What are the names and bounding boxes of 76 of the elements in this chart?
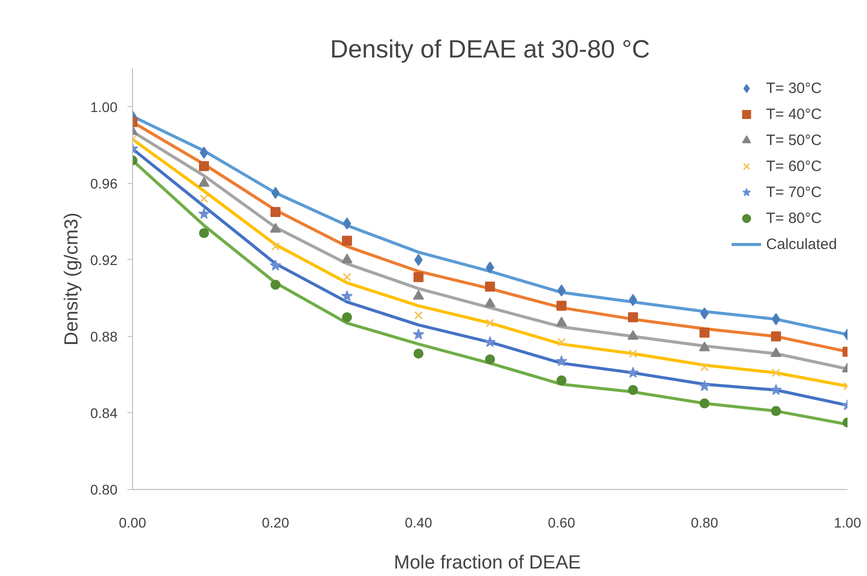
- point: [484, 336, 496, 348]
- x-tick-label: 0.40: [404, 514, 432, 530]
- point: [557, 338, 566, 346]
- point: [771, 406, 781, 416]
- point: [270, 207, 280, 218]
- point: [700, 307, 709, 320]
- point: [200, 194, 208, 203]
- point: [484, 298, 496, 308]
- legend-label: T= 30°C: [766, 80, 822, 96]
- point: [414, 254, 423, 266]
- y-tick-label: 0.96: [90, 175, 118, 192]
- legend-label: T= 40°C: [766, 106, 822, 122]
- point: [700, 362, 709, 372]
- point: [700, 398, 710, 408]
- y-tick-label: 0.80: [90, 482, 118, 498]
- point: [628, 312, 638, 322]
- point: [628, 385, 638, 395]
- point: [342, 272, 352, 282]
- point: [198, 208, 210, 219]
- point: [700, 328, 710, 338]
- point: [772, 313, 780, 326]
- point: [414, 311, 423, 320]
- x-tick-label: 0.20: [262, 514, 290, 530]
- y-axis-title: Density (g/cm3): [61, 212, 82, 346]
- point: [699, 342, 710, 352]
- y-tick-label: 0.88: [90, 328, 118, 344]
- y-tick-label: 0.84: [90, 404, 118, 421]
- point: [772, 368, 780, 378]
- point: [200, 146, 208, 159]
- point: [342, 236, 352, 246]
- point: [342, 218, 352, 230]
- point: [556, 316, 567, 326]
- point: [413, 290, 424, 300]
- point: [485, 354, 495, 364]
- y-tick-label: 1.00: [90, 98, 118, 115]
- x-tick-label: 0.00: [118, 514, 146, 530]
- point: [270, 222, 281, 233]
- point: [271, 242, 280, 251]
- point: [770, 384, 782, 395]
- point: [414, 348, 424, 359]
- point: [485, 282, 495, 292]
- point: [771, 331, 781, 342]
- point: [698, 380, 710, 392]
- point: [486, 318, 494, 328]
- point: [270, 260, 282, 271]
- legend-label: T= 60°C: [766, 158, 822, 174]
- point: [412, 328, 424, 340]
- point: [628, 294, 638, 306]
- point: [198, 177, 210, 187]
- y-tick-label: 0.92: [90, 252, 118, 268]
- point: [628, 330, 638, 340]
- point: [557, 284, 566, 296]
- legend-label: T= 70°C: [766, 184, 822, 200]
- point: [271, 186, 280, 199]
- x-tick-label: 0.80: [690, 514, 718, 530]
- point: [486, 262, 494, 274]
- x-tick-label: 1.00: [834, 514, 862, 530]
- point: [556, 355, 568, 366]
- point: [342, 312, 352, 322]
- point: [270, 280, 280, 290]
- x-tick-label: 0.60: [548, 514, 576, 530]
- point: [556, 300, 566, 311]
- point: [627, 366, 639, 378]
- point: [628, 349, 638, 358]
- legend-label: T= 80°C: [766, 210, 822, 226]
- chart-title: Density of DEAE at 30-80 °C: [330, 36, 650, 64]
- point: [199, 228, 209, 238]
- point: [770, 347, 782, 358]
- point: [414, 272, 424, 282]
- point: [199, 161, 209, 172]
- point: [341, 290, 353, 302]
- x-axis-title: Mole fraction of DEAE: [394, 552, 581, 574]
- legend-label: T= 50°C: [766, 132, 822, 148]
- legend-label: Calculated: [766, 236, 837, 252]
- point: [342, 254, 352, 264]
- point: [556, 375, 566, 386]
